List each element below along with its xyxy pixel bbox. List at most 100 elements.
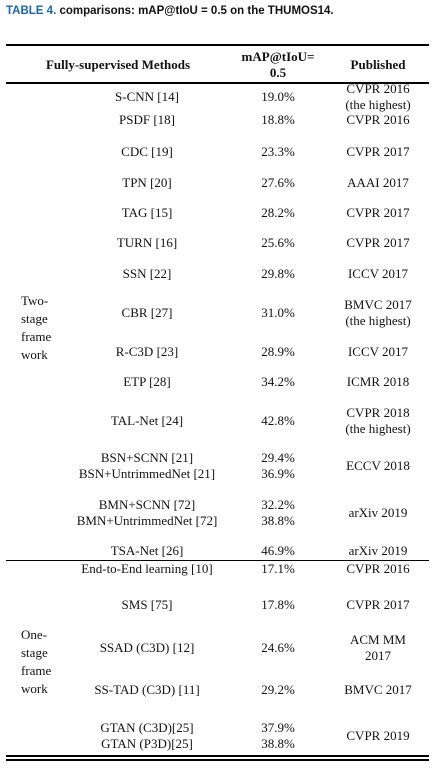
method-cell: CBR [27] <box>121 305 173 320</box>
published-cell: ICCV 2017 <box>347 266 409 281</box>
map-line: 29.4% <box>261 450 295 465</box>
method-cell: TAG [15] <box>121 205 173 220</box>
group-line: frame <box>21 663 52 678</box>
method-cell: SS-TAD (C3D) [11] <box>94 682 200 697</box>
published-cell: CVPR 2017 <box>346 205 410 220</box>
published-cell: CVPR 2016 (the highest) <box>345 81 410 113</box>
header-map-line-2: 0.5 <box>269 65 287 80</box>
published-cell: CVPR 2017 <box>346 144 410 159</box>
published-cell: BMVC 2017 <box>344 682 412 697</box>
group-label-one-stage: One- stage frame work <box>21 626 51 698</box>
map-cell: 42.8% <box>261 413 295 428</box>
published-cell: ICCV 2017 <box>347 344 409 359</box>
method-cell: CDC [19] <box>121 144 173 159</box>
header-bottom-rule <box>6 82 429 84</box>
table-caption: TABLE 4. comparisons: mAP@tIoU = 0.5 on … <box>6 5 334 17</box>
map-cell: 31.0% <box>261 305 295 320</box>
published-line: (the highest) <box>345 97 411 112</box>
published-cell: arXiv 2019 <box>348 505 408 520</box>
published-line: BMVC 2017 <box>344 297 412 312</box>
published-line: CVPR 2018 <box>346 405 410 420</box>
method-line: GTAN (P3D)[25] <box>101 736 193 751</box>
map-cell: 29.2% <box>261 682 295 697</box>
table-bottom-rule-1 <box>6 755 429 757</box>
map-line: 36.9% <box>261 466 295 481</box>
group-label-two-stage: Two- stage frame work <box>21 292 51 364</box>
published-line: (the highest) <box>345 313 411 328</box>
method-line: BMN+SCNN [72] <box>98 497 196 512</box>
method-cell: R-C3D [23] <box>115 344 179 359</box>
published-line: 2017 <box>365 648 391 663</box>
method-line: BSN+SCNN [21] <box>100 450 194 465</box>
method-cell: BSN+SCNN [21] BSN+UntrimmedNet [21] <box>79 450 215 482</box>
published-cell: CVPR 2018 (the highest) <box>345 405 410 437</box>
group-line: stage <box>21 645 48 660</box>
published-line: ACM MM <box>350 632 406 647</box>
map-cell: 17.1% <box>261 561 295 576</box>
header-map-line-1: mAP@tIoU= <box>241 49 315 64</box>
method-cell: SSN [22] <box>122 266 172 281</box>
group-line: work <box>21 681 48 696</box>
map-cell: 18.8% <box>261 112 295 127</box>
published-cell: CVPR 2016 <box>346 112 410 127</box>
published-cell: CVPR 2017 <box>346 597 410 612</box>
map-cell: 37.9% 38.8% <box>261 720 295 752</box>
method-cell: PSDF [18] <box>119 112 175 127</box>
group-line: work <box>21 347 48 362</box>
map-cell: 19.0% <box>261 89 295 104</box>
map-line: 38.8% <box>261 736 295 751</box>
published-cell: ICMR 2018 <box>346 374 410 389</box>
group-separator-rule <box>6 560 429 561</box>
map-cell: 23.3% <box>261 144 295 159</box>
published-cell: CVPR 2016 <box>346 561 410 576</box>
published-line: CVPR 2016 <box>346 81 410 96</box>
map-cell: 28.9% <box>261 344 295 359</box>
method-cell: TPN [20] <box>122 175 172 190</box>
method-cell: BMN+SCNN [72] BMN+UntrimmedNet [72] <box>77 497 218 529</box>
map-cell: 34.2% <box>261 374 295 389</box>
method-cell: SMS [75] <box>121 597 173 612</box>
method-cell: TURN [16] <box>116 235 178 250</box>
map-cell: 29.8% <box>261 266 295 281</box>
header-method: Fully-supervised Methods <box>45 57 191 72</box>
map-cell: 25.6% <box>261 235 295 250</box>
map-line: 37.9% <box>261 720 295 735</box>
header-map: mAP@tIoU= 0.5 <box>242 49 315 81</box>
method-cell: TAL-Net [24] <box>110 413 184 428</box>
map-line: 38.8% <box>261 513 295 528</box>
table-label: TABLE 4. <box>6 5 57 17</box>
group-line: frame <box>21 329 52 344</box>
group-line: Two- <box>21 293 49 308</box>
published-cell: ECCV 2018 <box>346 458 410 473</box>
method-cell: ETP [28] <box>123 374 171 389</box>
method-line: GTAN (C3D)[25] <box>100 720 194 735</box>
published-cell: arXiv 2019 <box>348 543 408 558</box>
method-cell: End-to-End learning [10] <box>81 561 213 576</box>
method-cell: GTAN (C3D)[25] GTAN (P3D)[25] <box>100 720 193 752</box>
published-cell: AAAI 2017 <box>347 175 409 190</box>
map-cell: 17.8% <box>261 597 295 612</box>
method-cell: TSA-Net [26] <box>110 543 184 558</box>
map-cell: 24.6% <box>261 640 295 655</box>
published-cell: CVPR 2017 <box>346 235 410 250</box>
method-line: BSN+UntrimmedNet [21] <box>78 466 216 481</box>
table-bottom-rule-2 <box>6 759 429 761</box>
method-line: BMN+UntrimmedNet [72] <box>76 513 218 528</box>
published-cell: ACM MM 2017 <box>350 632 406 664</box>
map-line: 32.2% <box>261 497 295 512</box>
header-published: Published <box>350 57 406 72</box>
map-cell: 28.2% <box>261 205 295 220</box>
map-cell: 46.9% <box>261 543 295 558</box>
map-cell: 27.6% <box>261 175 295 190</box>
table-top-rule <box>6 44 429 46</box>
table-caption-text: comparisons: mAP@tIoU = 0.5 on the THUMO… <box>56 5 334 17</box>
published-cell: BMVC 2017 (the highest) <box>344 297 412 329</box>
published-line: (the highest) <box>345 421 411 436</box>
map-cell: 29.4% 36.9% <box>261 450 295 482</box>
method-cell: S-CNN [14] <box>115 89 179 104</box>
published-cell: CVPR 2019 <box>346 728 410 743</box>
group-line: stage <box>21 311 48 326</box>
map-cell: 32.2% 38.8% <box>261 497 295 529</box>
group-line: One- <box>21 627 47 642</box>
method-cell: SSAD (C3D) [12] <box>99 640 195 655</box>
